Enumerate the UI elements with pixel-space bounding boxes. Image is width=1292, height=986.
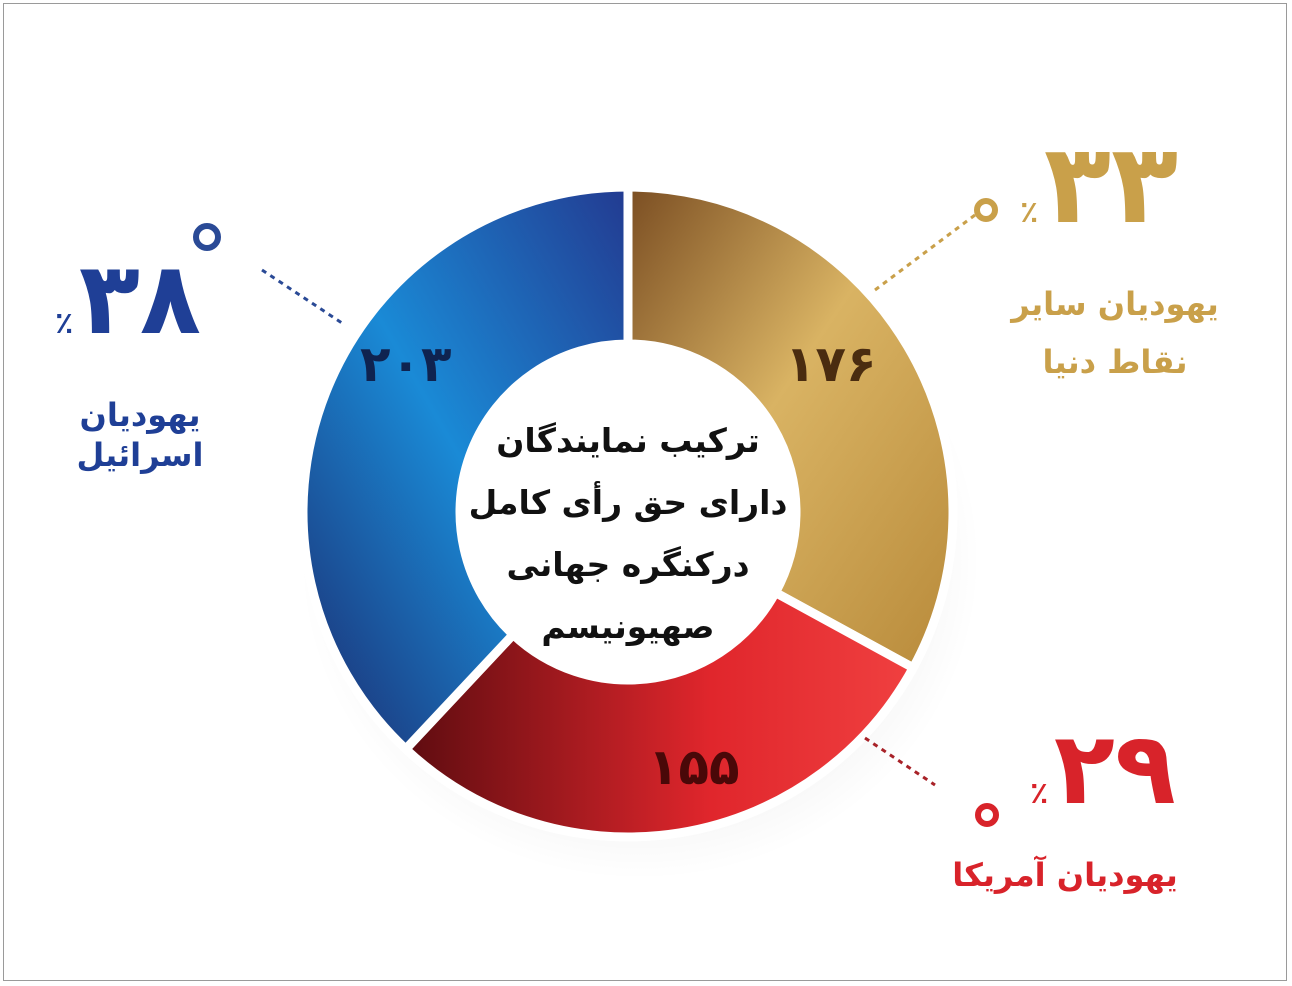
value-label-israel: ۲۰۳ [360, 335, 452, 393]
donut-hole [460, 344, 796, 680]
label-world: یهودیان سایر نقاط دنیا [1011, 285, 1219, 381]
percent-value: ۲۹ [1053, 710, 1176, 827]
percent-sign: ٪ [1030, 776, 1049, 811]
percent-israel: ۳۸ ٪ [55, 240, 201, 357]
leader-line-israel [261, 268, 346, 327]
slice-world [623, 182, 958, 674]
marker-dot-world [974, 198, 998, 222]
leader-line-world [874, 213, 976, 292]
percent-sign: ٪ [55, 306, 74, 341]
marker-dot-america [975, 803, 999, 827]
marker-dot-israel [193, 223, 221, 251]
leader-line-america [864, 736, 936, 787]
label-america: یهودیان آمریکا [952, 856, 1178, 894]
percent-value: ۳۸ [78, 240, 201, 357]
percent-value: ۳۳ [1043, 120, 1179, 248]
value-label-america: ۱۵۵ [648, 738, 740, 796]
frame [3, 3, 1287, 981]
label-israel: یهودیان اسرائیل [76, 396, 204, 474]
value-label-world: ۱۷۶ [785, 335, 877, 393]
chart-title: ترکیب نمایندگان دارای حق رأی کامل درکنگر… [468, 421, 788, 646]
percent-sign: ٪ [1020, 195, 1039, 230]
percent-america: ۲۹ ٪ [1030, 710, 1176, 827]
percent-world: ۳۳ ٪ [1020, 120, 1178, 248]
slice-israel [298, 182, 633, 756]
